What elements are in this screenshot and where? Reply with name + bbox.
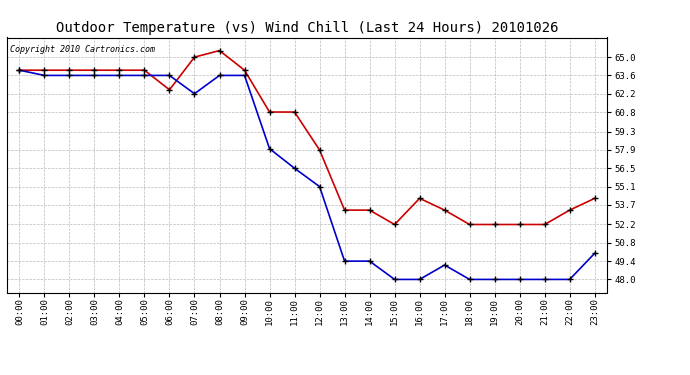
- Title: Outdoor Temperature (vs) Wind Chill (Last 24 Hours) 20101026: Outdoor Temperature (vs) Wind Chill (Las…: [56, 21, 558, 35]
- Text: Copyright 2010 Cartronics.com: Copyright 2010 Cartronics.com: [10, 45, 155, 54]
